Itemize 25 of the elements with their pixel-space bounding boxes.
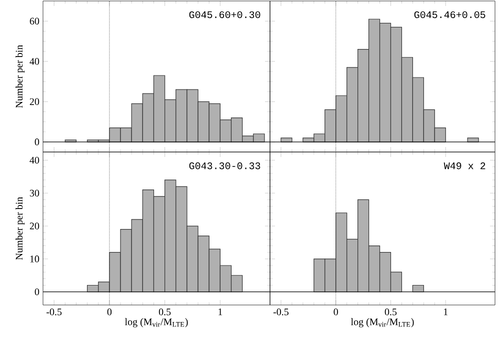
x-axis-title: log (M$_{vir}$/M$_{LTE}$): [124, 318, 188, 328]
annotation: W49 x 2: [444, 162, 486, 170]
x-tick-label: -0.5: [46, 308, 62, 316]
y-tick-label: 20: [30, 222, 40, 230]
y-tick-label: 0: [34, 288, 40, 296]
y-axis-title: Number per bin: [16, 44, 25, 108]
annotation: G043.30-0.33: [189, 162, 260, 170]
x-tick-label: -0.5: [273, 308, 289, 316]
x-tick-label: 0: [107, 308, 112, 316]
y-tick-label: 40: [30, 156, 40, 164]
x-tick-label: 0.5: [158, 308, 171, 316]
y-tick-label: 60: [30, 18, 40, 25]
x-axis-title: log (M$_{vir}$/M$_{LTE}$): [350, 318, 414, 328]
y-tick-label: 0: [34, 138, 40, 146]
x-tick-label: 0: [334, 308, 338, 316]
x-tick-label: 1: [444, 308, 448, 316]
y-tick-label: 20: [30, 98, 40, 106]
y-tick-label: 40: [30, 58, 40, 65]
annotation: G045.60+0.30: [189, 11, 260, 18]
y-axis-title: Number per bin: [16, 196, 25, 260]
annotation: G045.46+0.05: [414, 11, 486, 18]
y-tick-label: 30: [30, 190, 40, 196]
x-tick-label: 0.5: [384, 308, 397, 316]
y-tick-label: 10: [30, 256, 40, 262]
x-tick-label: 1: [218, 308, 222, 316]
